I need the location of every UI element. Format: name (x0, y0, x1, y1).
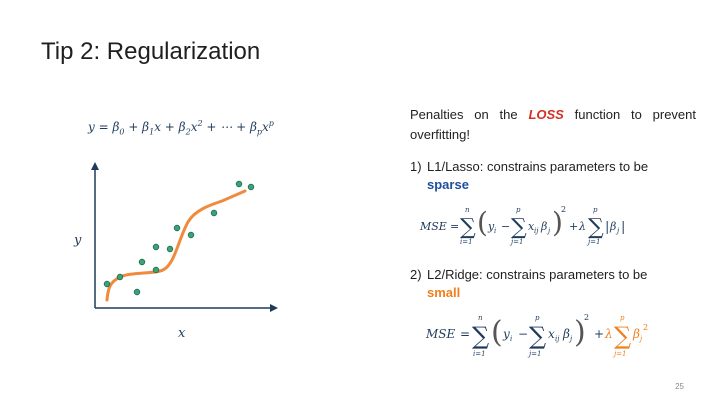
list-item-l2: 2) L2/Ridge: constrains parameters to be … (410, 266, 647, 302)
svg-text:∑: ∑ (529, 322, 546, 350)
intro-line1-post: function to prevent (563, 107, 696, 122)
svg-text:i: i (494, 227, 496, 235)
svg-text:j: j (568, 335, 573, 343)
svg-text:β: β (632, 327, 640, 341)
svg-text:∑: ∑ (588, 215, 604, 240)
svg-text:): ) (574, 315, 586, 350)
svg-text:|: | (621, 220, 625, 235)
svg-text:∑: ∑ (614, 322, 631, 350)
svg-text:j: j (638, 335, 643, 343)
svg-text:n: n (478, 314, 483, 322)
svg-text:(: ( (477, 206, 488, 239)
item-text: L1/Lasso: constrains parameters to be (427, 159, 649, 174)
svg-text:j=1: j=1 (509, 238, 524, 246)
small-keyword: small (427, 285, 461, 300)
data-point (247, 183, 255, 191)
y-axis-arrow (91, 162, 99, 170)
data-point (173, 224, 181, 232)
svg-text:2: 2 (561, 205, 566, 214)
item-number: 2) (410, 267, 422, 282)
svg-text:i: i (510, 335, 512, 343)
loss-keyword: LOSS (528, 107, 564, 122)
data-point (152, 266, 160, 274)
data-point (187, 231, 195, 239)
data-point (103, 280, 111, 288)
svg-text:+: + (594, 327, 604, 341)
svg-text:β: β (562, 327, 570, 341)
svg-text:2: 2 (643, 323, 648, 332)
svg-text:+: + (569, 220, 578, 233)
polynomial-equation: y = β0 + β1x + β2x2 + ⋯ + βpxp (88, 119, 274, 137)
data-point (166, 245, 174, 253)
svg-text:p: p (620, 314, 625, 322)
svg-text:|: | (605, 220, 609, 235)
svg-text:−: − (518, 327, 528, 341)
svg-text:λ: λ (578, 220, 586, 233)
svg-text:MSE: MSE (425, 327, 456, 341)
data-point (152, 243, 160, 251)
svg-text:∑: ∑ (511, 215, 527, 240)
svg-text:∑: ∑ (460, 215, 476, 240)
svg-text:j=1: j=1 (527, 350, 542, 358)
svg-text:y: y (487, 220, 495, 233)
data-point (138, 258, 146, 266)
intro-paragraph: Penalties on the LOSS function to preven… (410, 105, 696, 145)
svg-text:y: y (502, 327, 510, 341)
svg-text:MSE: MSE (419, 220, 447, 233)
svg-text:(: ( (491, 315, 503, 350)
svg-text:−: − (501, 220, 510, 233)
svg-text:j=1: j=1 (612, 350, 627, 358)
svg-text:i=1: i=1 (473, 350, 486, 358)
svg-text:p: p (516, 206, 521, 214)
svg-text:∑: ∑ (472, 322, 489, 350)
intro-line1-pre: Penalties on the (410, 107, 529, 122)
svg-text:i=1: i=1 (460, 238, 473, 246)
svg-text:x: x (548, 327, 555, 341)
svg-text:j: j (615, 227, 620, 235)
data-points (103, 180, 255, 296)
lasso-formula: MSE = ∑ n i=1 ( y i − ∑ p j=1 x ij β j )… (419, 205, 625, 246)
svg-text:p: p (593, 206, 598, 214)
x-axis-arrow (270, 304, 278, 312)
y-axis-label: y (74, 233, 82, 248)
data-point (210, 209, 218, 217)
data-point (116, 273, 124, 281)
data-point (133, 288, 141, 296)
svg-text:p: p (535, 314, 540, 322)
svg-text:2: 2 (584, 313, 589, 322)
svg-text:ij: ij (555, 335, 560, 343)
svg-text:λ: λ (604, 327, 613, 341)
svg-text:β: β (609, 220, 616, 233)
svg-text:j: j (546, 227, 551, 235)
ridge-formula: MSE = ∑ n i=1 ( y i − ∑ p j=1 x ij β j )… (425, 313, 648, 358)
sparse-keyword: sparse (427, 177, 469, 192)
svg-text:=: = (460, 327, 470, 341)
svg-text:n: n (465, 206, 470, 214)
data-point (235, 180, 243, 188)
page-number: 25 (675, 382, 684, 391)
list-item-l1: 1) L1/Lasso: constrains parameters to be … (410, 158, 648, 194)
intro-line2: overfitting! (410, 127, 470, 142)
svg-text:x: x (528, 220, 535, 233)
fitted-curve (105, 189, 247, 302)
x-axis-label: x (178, 326, 186, 341)
svg-text:β: β (540, 220, 547, 233)
svg-text:j=1: j=1 (586, 238, 601, 246)
svg-text:ij: ij (534, 227, 539, 235)
svg-text:=: = (450, 220, 459, 233)
regression-plot (91, 162, 278, 312)
item-number: 1) (410, 159, 422, 174)
svg-text:): ) (552, 206, 563, 239)
slide-title: Tip 2: Regularization (41, 38, 261, 65)
item-text: L2/Ridge: constrains parameters to be (427, 267, 648, 282)
